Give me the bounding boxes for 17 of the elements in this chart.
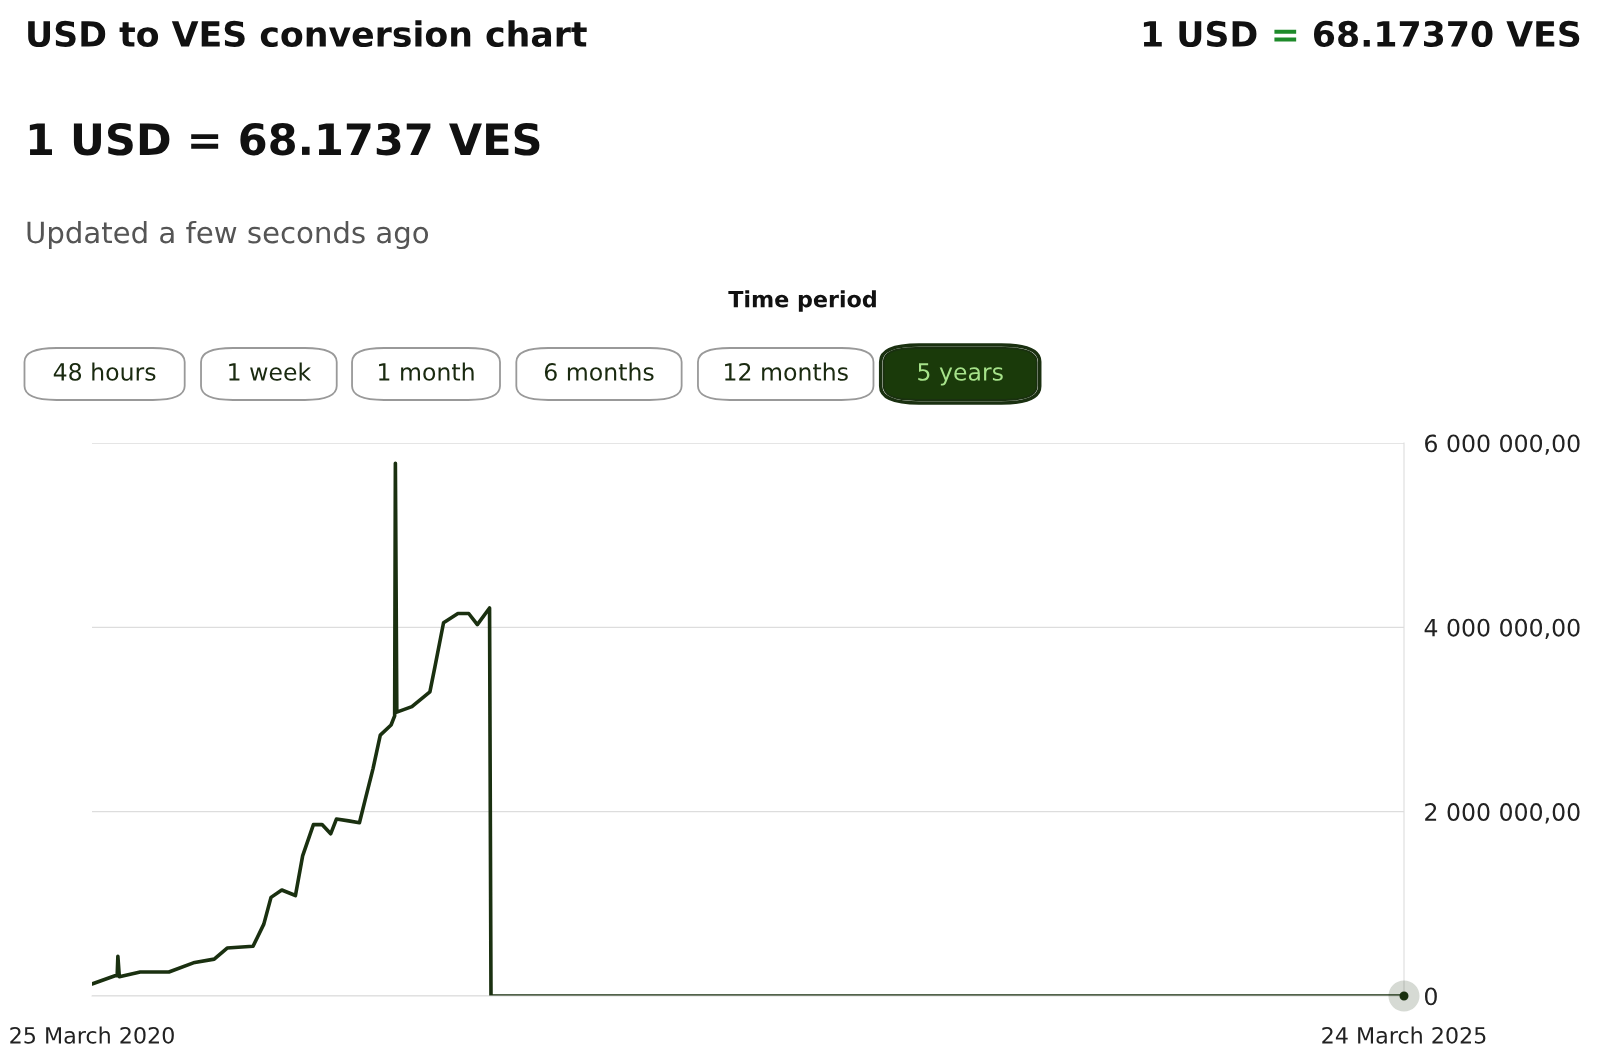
y-tick-label: 6 000 000,00 bbox=[1425, 434, 1580, 455]
x-tick-label: 25 March 2020 bbox=[10, 1026, 174, 1044]
y-tick-label: 0 bbox=[1425, 987, 1437, 1006]
text: Time period bbox=[728, 290, 876, 312]
text: 12 months bbox=[725, 362, 848, 381]
text: 1 month bbox=[379, 362, 474, 381]
text: 48 hours bbox=[53, 362, 156, 381]
text: 1 USD = 68.17370 VES bbox=[1143, 20, 1580, 48]
y-tick-label: 4 000 000,00 bbox=[1424, 618, 1580, 640]
x-tick-label: 24 March 2025 bbox=[1322, 1026, 1486, 1044]
text: 1 week bbox=[229, 362, 312, 381]
text: 6 months bbox=[544, 362, 654, 381]
chart-title: USD to VES conversion chart bbox=[28, 20, 587, 48]
text: 5 years bbox=[918, 363, 1003, 386]
y-tick-label: 2 000 000,00 bbox=[1425, 803, 1580, 824]
text: Updated a few seconds ago bbox=[27, 220, 429, 250]
chart-subtitle: 1 USD = 68.1737 VES bbox=[29, 122, 540, 156]
